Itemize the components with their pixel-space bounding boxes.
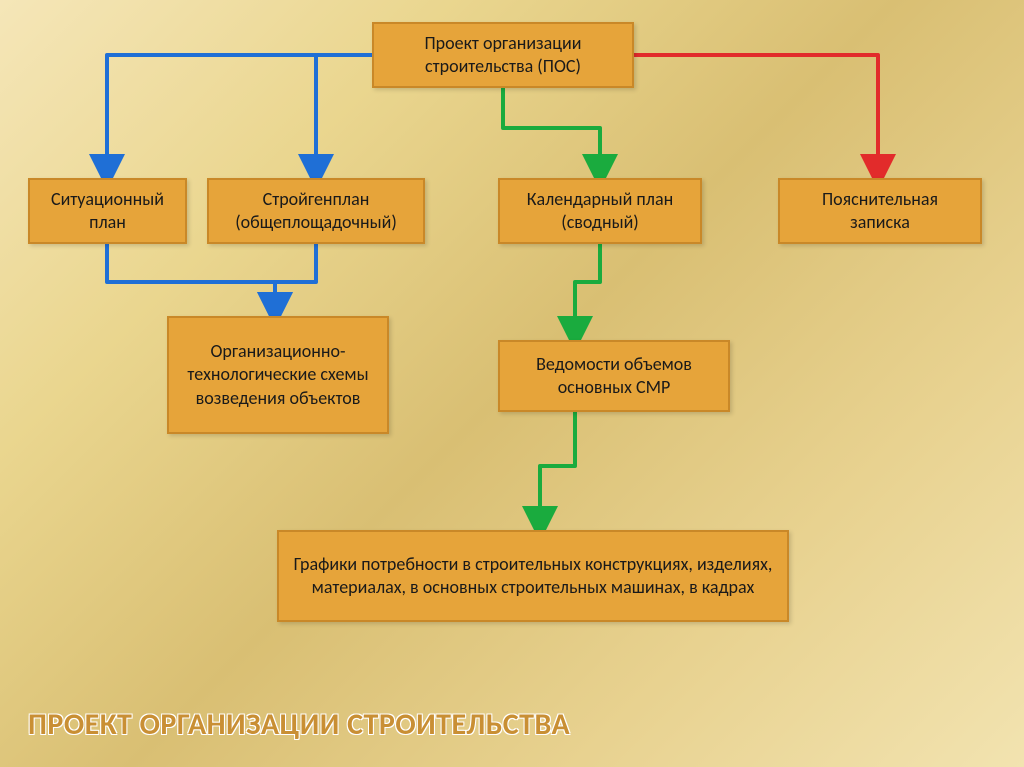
edge-ved-graf bbox=[540, 412, 575, 530]
edge-sit-org bbox=[107, 244, 275, 316]
edge-kal-ved bbox=[575, 244, 600, 340]
node-org: Организационно-технологические схемы воз… bbox=[167, 316, 389, 434]
node-sgp: Стройгенплан (общеплощадочный) bbox=[207, 178, 425, 244]
edge-root-sit bbox=[107, 55, 372, 178]
node-kal: Календарный план (сводный) bbox=[498, 178, 702, 244]
node-poz: Пояснительная записка bbox=[778, 178, 982, 244]
edge-sgp-org bbox=[275, 244, 316, 316]
slide-title: ПРОЕКТ ОРГАНИЗАЦИИ СТРОИТЕЛЬСТВА bbox=[28, 706, 570, 743]
node-root: Проект организации строительства (ПОС) bbox=[372, 22, 634, 88]
edge-root-poz bbox=[634, 55, 878, 178]
edge-root-kal bbox=[503, 88, 600, 178]
node-sit: Ситуационный план bbox=[28, 178, 187, 244]
node-graf: Графики потребности в строительных конст… bbox=[277, 530, 789, 622]
node-ved: Ведомости объемов основных СМР bbox=[498, 340, 730, 412]
edge-root-sgp bbox=[316, 55, 372, 178]
